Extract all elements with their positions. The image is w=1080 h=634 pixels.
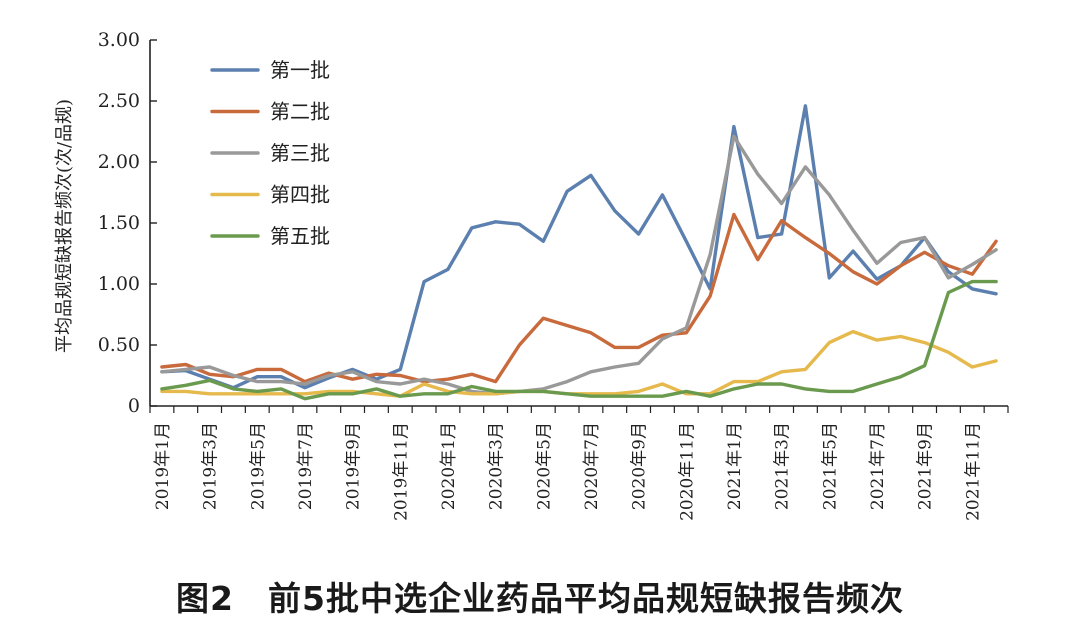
x-tick-label: 2019年5月: [248, 422, 268, 510]
x-tick-label: 2021年9月: [916, 422, 936, 510]
y-tick-label: 1.50: [98, 212, 140, 234]
series-layer: [160, 104, 998, 401]
x-tick-label: 2021年5月: [820, 422, 840, 510]
x-tick-label: 2020年3月: [487, 422, 507, 510]
x-tick-label: 2020年9月: [630, 422, 650, 510]
series-line-3: [160, 134, 998, 396]
x-tick-label: 2019年7月: [296, 422, 316, 510]
y-tick-label: 1.00: [98, 273, 140, 295]
legend-label-5: 第五批: [270, 224, 330, 248]
x-tick-label: 2021年1月: [725, 422, 745, 510]
x-tick-label: 2019年11月: [391, 422, 411, 521]
series-line-5: [160, 279, 998, 401]
y-tick-label: 2.00: [98, 151, 140, 173]
y-tick-label: 3.00: [98, 29, 140, 51]
series-line-2: [160, 212, 998, 384]
x-tick-label: 2020年1月: [439, 422, 459, 510]
y-axis-title-group: 平均品规短缺报告频次(次/品规): [54, 99, 75, 353]
legend-label-3: 第三批: [270, 141, 330, 165]
legend-label-4: 第四批: [270, 183, 330, 207]
legend-label-1: 第一批: [270, 58, 330, 82]
y-axis-title: 平均品规短缺报告频次(次/品规): [54, 99, 75, 353]
line-chart: 平均品规短缺报告频次(次/品规) 0 0.50 1.00 1.50 2.00 2.50 3.…: [54, 29, 1009, 521]
x-tick-label: 2021年3月: [773, 422, 793, 510]
x-tick-label: 2020年5月: [534, 422, 554, 510]
x-tick-label: 2020年7月: [582, 422, 602, 510]
x-tick-label: 2021年11月: [963, 422, 983, 521]
x-tick-label: 2019年1月: [153, 422, 173, 510]
figure-caption: 图2 前5批中选企业药品平均品规短缺报告频次: [176, 579, 904, 618]
x-tick-label: 2019年3月: [201, 422, 221, 510]
x-tick-label: 2020年11月: [677, 422, 697, 521]
axes: 0 0.50 1.00 1.50 2.00 2.50 3.00 2019年1月 2019年3月 2…: [98, 29, 1009, 521]
y-tick-label: 0: [128, 395, 140, 417]
legend-label-2: 第二批: [270, 100, 330, 124]
y-tick-label: 2.50: [98, 90, 140, 112]
y-tick-label: 0.50: [98, 334, 140, 356]
x-tick-label: 2021年7月: [868, 422, 888, 510]
series-line-1: [160, 104, 998, 390]
x-tick-label: 2019年9月: [344, 422, 364, 510]
